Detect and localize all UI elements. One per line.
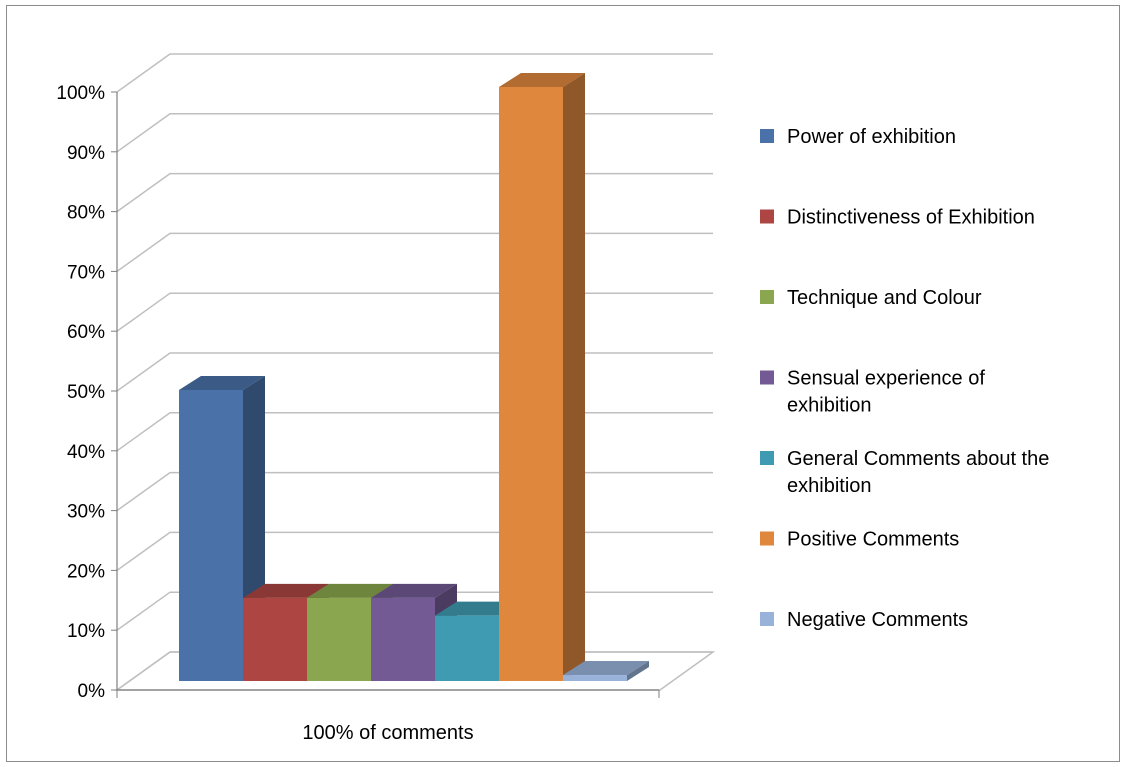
bar-top-face <box>499 73 585 87</box>
legend-entry: Negative Comments <box>760 609 968 631</box>
y-tick-label: 40% <box>67 442 105 463</box>
bar-technique-and-colour <box>307 583 393 681</box>
bar-front-face <box>499 87 563 681</box>
y-tick-label: 0% <box>78 681 106 702</box>
legend-entry: Sensual experience of exhibition <box>760 368 985 417</box>
y-tick-label: 90% <box>67 143 105 164</box>
legend-label: Negative Comments <box>787 609 968 631</box>
gridline <box>116 53 713 93</box>
x-category-label: 100% of comments <box>302 722 473 744</box>
bar-top-face <box>563 661 649 676</box>
legend-entry: Distinctiveness of Exhibition <box>760 207 1035 229</box>
chart-frame: 0% 10% 20% 30% 40% 50% 60% 70% 80% 90% 100% 100% o… <box>6 5 1120 762</box>
y-tick-label: 70% <box>67 262 105 283</box>
legend-swatch <box>760 451 774 465</box>
legend-label: Technique and Colour <box>787 287 982 309</box>
bar-chart-3d: 0% 10% 20% 30% 40% 50% 60% 70% 80% 90% 100% 100% o… <box>56 53 1049 744</box>
bar-front-face <box>179 389 243 681</box>
bar-front-face <box>371 597 435 681</box>
bar-front-face <box>563 675 627 681</box>
legend: Power of exhibition Distinctiveness of Ex… <box>760 126 1049 631</box>
bar-negative-comments <box>563 661 649 681</box>
legend-label: Positive Comments <box>787 529 959 551</box>
legend-swatch <box>760 290 774 304</box>
bar-front-face <box>243 597 307 681</box>
bar-front-face <box>307 597 371 681</box>
legend-entry: Positive Comments <box>760 529 959 551</box>
y-tick-label: 60% <box>67 322 105 343</box>
y-tick-label: 100% <box>56 83 105 104</box>
bar-side-face <box>627 661 649 681</box>
legend-swatch <box>760 531 774 546</box>
bars <box>179 73 649 681</box>
bar-side-face <box>563 73 585 681</box>
legend-label: Sensual experience of exhibition <box>787 368 985 417</box>
y-tick-label: 80% <box>67 203 105 224</box>
legend-swatch <box>760 612 774 626</box>
bar-top-face <box>371 583 457 598</box>
bar-positive-comments <box>499 73 585 681</box>
axes <box>111 91 660 698</box>
y-tick-labels: 0% 10% 20% 30% 40% 50% 60% 70% 80% 90% 100% <box>56 83 105 702</box>
gridline <box>116 113 713 153</box>
legend-swatch <box>760 129 774 143</box>
bar-top-face <box>307 583 393 598</box>
legend-label: General Comments about the exhibition <box>787 448 1049 497</box>
legend-entry: Power of exhibition <box>760 126 956 148</box>
legend-entry: Technique and Colour <box>760 287 982 309</box>
y-tick-label: 10% <box>67 621 105 642</box>
y-tick-label: 30% <box>67 502 105 523</box>
y-tick-label: 50% <box>67 382 105 403</box>
legend-swatch <box>760 370 774 385</box>
gridline <box>116 292 713 332</box>
y-tick-label: 20% <box>67 561 105 582</box>
legend-entry: General Comments about the exhibition <box>760 448 1049 497</box>
bar-top-face <box>179 375 265 390</box>
gridline <box>116 232 713 273</box>
legend-label: Distinctiveness of Exhibition <box>787 207 1035 229</box>
legend-swatch <box>760 209 774 224</box>
bar-top-face <box>243 583 329 598</box>
x-category-labels: 100% of comments <box>302 722 473 744</box>
legend-label: Power of exhibition <box>787 126 956 148</box>
gridline <box>116 172 713 213</box>
bar-front-face <box>435 615 499 681</box>
